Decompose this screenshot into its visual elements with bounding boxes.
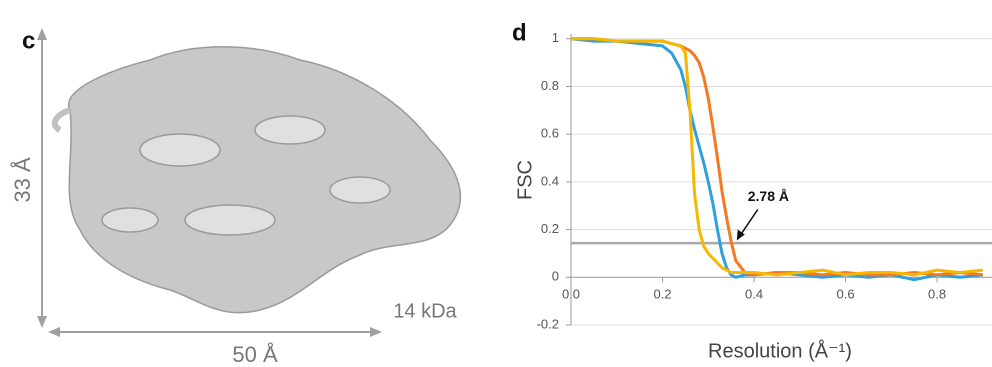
x-tick-label: 0.2 bbox=[653, 287, 671, 302]
x-tick-label: 0.4 bbox=[745, 287, 763, 302]
y-tick-label: 1 bbox=[552, 30, 559, 45]
fsc-curve bbox=[571, 39, 983, 275]
y-tick-label: 0 bbox=[552, 269, 559, 284]
y-tick-label: 0.6 bbox=[541, 126, 559, 141]
x-axis-label: Resolution (Å⁻¹) bbox=[708, 339, 852, 362]
page: {"panel_c": {"label": "c", "height_label… bbox=[0, 0, 992, 367]
panel-label: d bbox=[512, 19, 527, 46]
x-tick-label: 0.6 bbox=[837, 287, 855, 302]
y-axis-label: FSC bbox=[514, 160, 536, 200]
panel-label: c bbox=[22, 27, 35, 54]
y-tick-label: 0.2 bbox=[541, 221, 559, 236]
y-tick-label: 0.8 bbox=[541, 78, 559, 93]
figure: c 33 Å 50 Å 14 kDa d FSC Resolution (Å⁻¹… bbox=[0, 0, 992, 367]
height-label: 33 Å bbox=[10, 157, 35, 203]
width-label: 50 Å bbox=[232, 342, 278, 367]
y-tick-label: -0.2 bbox=[537, 316, 559, 331]
y-tick-label: 0.4 bbox=[541, 173, 559, 188]
density-map bbox=[55, 47, 461, 313]
fsc-curve bbox=[571, 39, 983, 275]
mass-label: 14 kDa bbox=[393, 300, 457, 322]
x-tick-label: 0.8 bbox=[928, 287, 946, 302]
annotation: 2.78 Å bbox=[748, 188, 789, 204]
